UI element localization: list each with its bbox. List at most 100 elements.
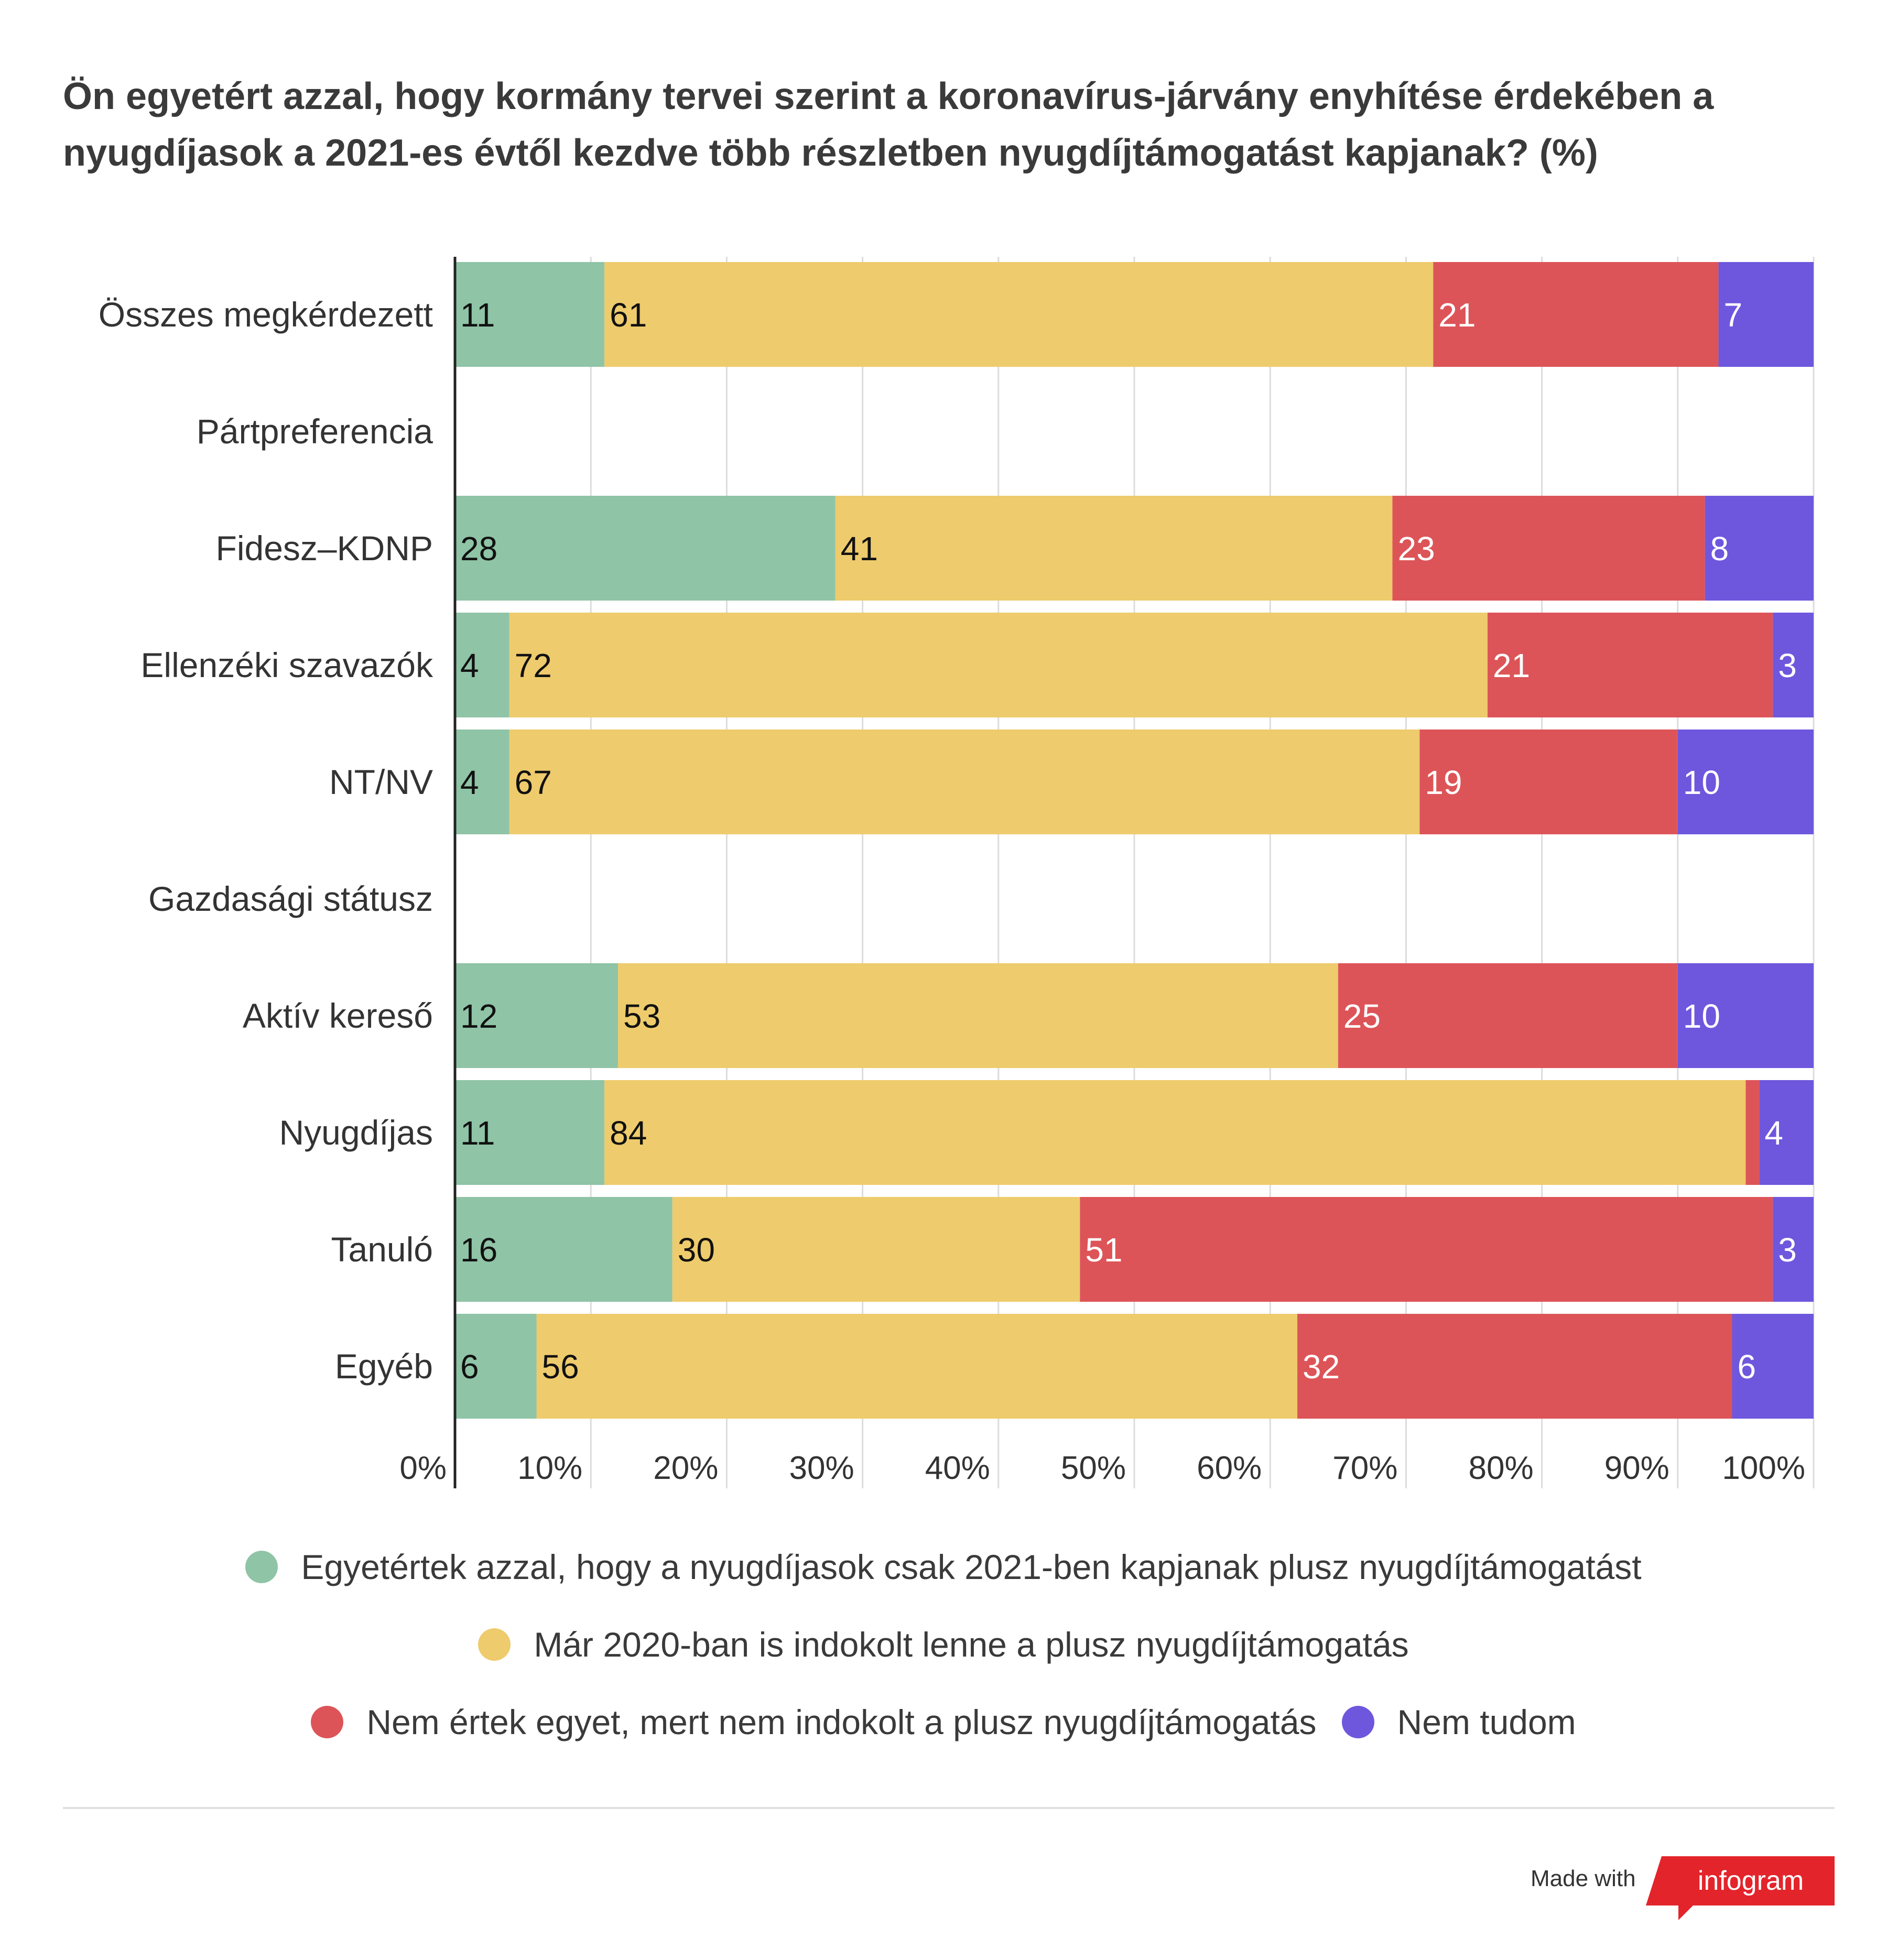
category-label: Nyugdíjas bbox=[279, 1113, 433, 1152]
x-tick-label: 70% bbox=[1332, 1450, 1397, 1486]
bar-segment[interactable] bbox=[455, 262, 605, 367]
value-label: 11 bbox=[460, 1114, 495, 1152]
value-label: 4 bbox=[460, 647, 479, 684]
x-tick-label: 10% bbox=[517, 1450, 582, 1486]
bar-segment[interactable] bbox=[1487, 613, 1773, 717]
value-label: 3 bbox=[1778, 1231, 1797, 1269]
value-label: 19 bbox=[1425, 764, 1462, 801]
bar-segment[interactable] bbox=[509, 729, 1420, 834]
made-with-text: Made with bbox=[1531, 1866, 1636, 1891]
value-label: 28 bbox=[460, 530, 497, 568]
bar-segment[interactable] bbox=[835, 496, 1393, 601]
bar-segment[interactable] bbox=[1677, 963, 1814, 1068]
bar-segment[interactable] bbox=[1677, 729, 1814, 834]
bar-segment[interactable] bbox=[455, 1080, 605, 1185]
infogram-badge-shape bbox=[1646, 1856, 1835, 1920]
bar-segment[interactable] bbox=[1392, 496, 1705, 601]
bar-segment[interactable] bbox=[455, 963, 619, 1068]
bar-segment[interactable] bbox=[1338, 963, 1678, 1068]
stacked-bar-chart: Összes megkérdezett 11 61 21 7 Pártpreferenci… bbox=[99, 257, 1815, 1488]
bar-segment[interactable] bbox=[1718, 262, 1814, 367]
value-label: 7 bbox=[1724, 296, 1743, 334]
infogram-logo[interactable]: infogram bbox=[1646, 1855, 1835, 1929]
value-label: 21 bbox=[1438, 296, 1476, 334]
value-label: 3 bbox=[1778, 647, 1797, 684]
footer-divider bbox=[63, 1807, 1835, 1809]
value-label: 21 bbox=[1493, 647, 1530, 684]
category-label: Tanuló bbox=[331, 1230, 433, 1269]
bar-segment[interactable] bbox=[1759, 1080, 1814, 1185]
value-label: 30 bbox=[678, 1231, 715, 1269]
category-label: Összes megkérdezett bbox=[99, 295, 433, 334]
legend: Egyetértek azzal, hogy a nyugdíjasok csa… bbox=[0, 1541, 1887, 1773]
legend-row-2: Már 2020-ban is indokolt lenne a plusz n… bbox=[0, 1618, 1887, 1671]
bar-segment[interactable] bbox=[1745, 1080, 1760, 1185]
value-label: 25 bbox=[1343, 997, 1381, 1035]
bar-segment[interactable] bbox=[672, 1197, 1080, 1302]
legend-label: Nem értek egyet, mert nem indokolt a plu… bbox=[366, 1703, 1317, 1741]
bar-segment[interactable] bbox=[604, 262, 1434, 367]
legend-label: Nem tudom bbox=[1397, 1703, 1576, 1741]
axis-layer: 0% 10% 20% 30% 40% 50% 60% 70% 80% 90% 100% bbox=[399, 257, 1805, 1488]
legend-swatch bbox=[1341, 1706, 1374, 1738]
category-label: Gazdasági státusz bbox=[148, 879, 433, 918]
bar-segment[interactable] bbox=[1773, 613, 1814, 717]
category-label: Aktív kereső bbox=[243, 996, 433, 1035]
legend-swatch bbox=[478, 1628, 511, 1661]
value-label: 84 bbox=[610, 1114, 647, 1152]
bar-segment[interactable] bbox=[1433, 262, 1719, 367]
legend-item-disagree[interactable]: Nem értek egyet, mert nem indokolt a plu… bbox=[311, 1702, 1317, 1742]
legend-swatch bbox=[311, 1706, 344, 1738]
bar-segment[interactable] bbox=[1732, 1314, 1814, 1419]
legend-item-dont-know[interactable]: Nem tudom bbox=[1341, 1702, 1576, 1742]
value-label: 12 bbox=[460, 997, 497, 1035]
bar-segment[interactable] bbox=[536, 1314, 1298, 1419]
x-tick-label: 90% bbox=[1604, 1450, 1669, 1486]
value-label: 6 bbox=[1737, 1348, 1756, 1386]
value-label: 8 bbox=[1710, 530, 1729, 568]
category-label: Pártpreferencia bbox=[197, 412, 433, 451]
grid-layer bbox=[590, 257, 1815, 1488]
chart-title: Ön egyetért azzal, hogy kormány tervei s… bbox=[63, 75, 1714, 174]
x-tick-label: 30% bbox=[789, 1450, 854, 1486]
category-label: Egyéb bbox=[335, 1347, 433, 1386]
value-label: 6 bbox=[460, 1348, 479, 1386]
bar-segment[interactable] bbox=[1297, 1314, 1732, 1419]
bar-segment[interactable] bbox=[604, 1080, 1746, 1185]
legend-row-1: Egyetértek azzal, hogy a nyugdíjasok csa… bbox=[0, 1541, 1887, 1593]
labels-layer: Összes megkérdezett 11 61 21 7 Pártpreferenci… bbox=[99, 295, 1797, 1386]
category-label: Fidesz–KDNP bbox=[216, 529, 433, 568]
bar-segment[interactable] bbox=[618, 963, 1338, 1068]
bar-segment[interactable] bbox=[455, 1197, 673, 1302]
bar-segment[interactable] bbox=[455, 613, 509, 717]
x-tick-label: 60% bbox=[1197, 1450, 1262, 1486]
value-label: 53 bbox=[623, 997, 660, 1035]
bar-segment[interactable] bbox=[1773, 1197, 1814, 1302]
bar-segment[interactable] bbox=[455, 1314, 537, 1419]
value-label: 32 bbox=[1303, 1348, 1340, 1386]
x-tick-label: 20% bbox=[653, 1450, 718, 1486]
value-label: 4 bbox=[1764, 1114, 1783, 1152]
category-label: Ellenzéki szavazók bbox=[140, 646, 433, 684]
x-tick-label: 40% bbox=[925, 1450, 990, 1486]
value-label: 41 bbox=[841, 530, 878, 568]
value-label: 10 bbox=[1683, 997, 1720, 1035]
x-tick-label: 0% bbox=[399, 1450, 447, 1486]
legend-label: Már 2020-ban is indokolt lenne a plusz n… bbox=[534, 1625, 1409, 1664]
bar-segment[interactable] bbox=[509, 613, 1488, 717]
value-label: 11 bbox=[460, 296, 495, 334]
bars-layer bbox=[455, 262, 1814, 1419]
value-label: 56 bbox=[542, 1348, 579, 1386]
legend-item-agree-2021[interactable]: Egyetértek azzal, hogy a nyugdíjasok csa… bbox=[245, 1547, 1642, 1587]
value-label: 72 bbox=[515, 647, 552, 684]
bar-segment[interactable] bbox=[1080, 1197, 1773, 1302]
bar-segment[interactable] bbox=[1419, 729, 1678, 834]
legend-item-already-2020[interactable]: Már 2020-ban is indokolt lenne a plusz n… bbox=[478, 1625, 1409, 1664]
bar-segment[interactable] bbox=[455, 729, 509, 834]
bar-segment[interactable] bbox=[1705, 496, 1814, 601]
bar-segment[interactable] bbox=[455, 496, 836, 601]
value-label: 23 bbox=[1397, 530, 1435, 568]
x-tick-label: 80% bbox=[1469, 1450, 1534, 1486]
value-label: 51 bbox=[1085, 1231, 1122, 1269]
infogram-logo-text: infogram bbox=[1698, 1866, 1804, 1896]
